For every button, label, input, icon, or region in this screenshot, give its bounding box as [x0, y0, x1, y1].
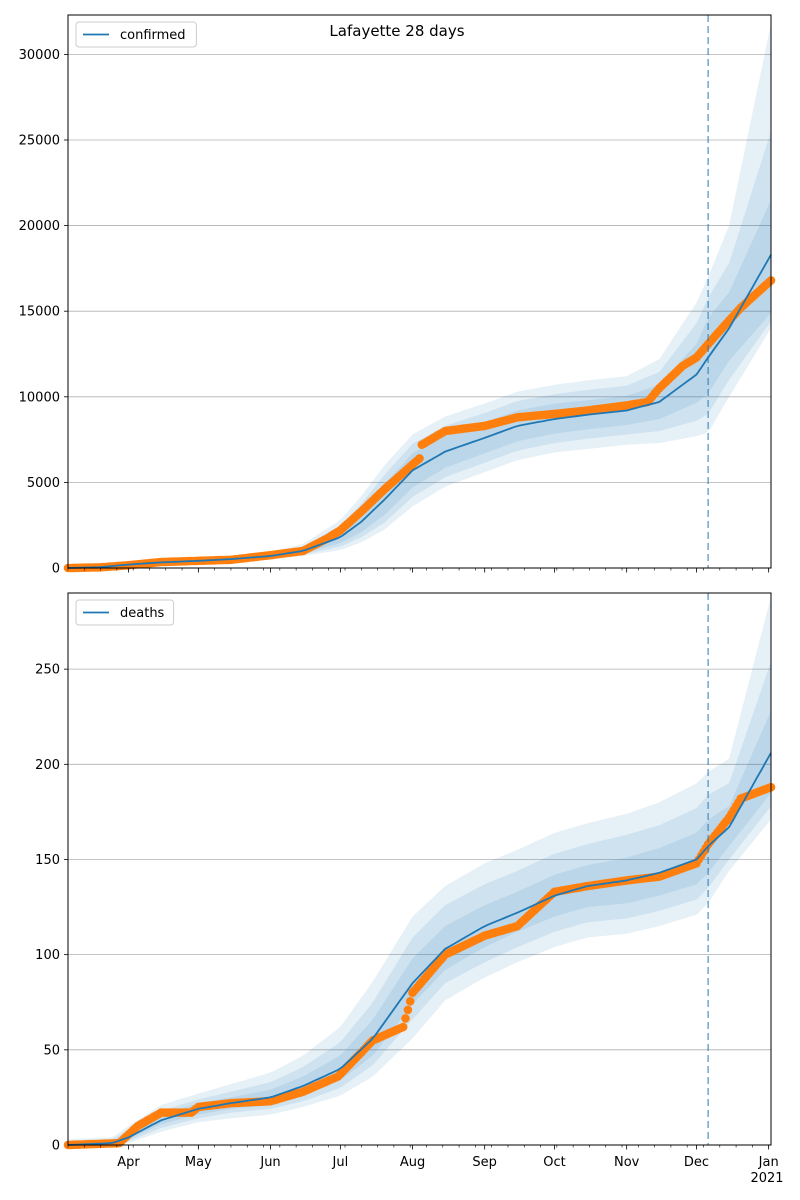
y-tick-label: 30000 — [19, 48, 60, 63]
model-line — [67, 752, 772, 1146]
y-tick-label: 0 — [52, 562, 60, 577]
uncertainty-band — [68, 131, 771, 568]
y-tick-label: 10000 — [19, 390, 60, 405]
legend-box — [75, 21, 197, 48]
x-tick-label: Jul — [332, 1155, 349, 1170]
uncertainty-band — [68, 23, 771, 569]
y-tick-label: 100 — [35, 948, 60, 963]
model-line — [67, 254, 772, 569]
axes-frame — [67, 14, 772, 569]
figure-title: Lafayette 28 days — [329, 22, 464, 40]
y-tick-label: 25000 — [19, 133, 60, 148]
legend-label: confirmed — [120, 28, 186, 43]
x-tick-label: Aug — [400, 1155, 425, 1170]
axes-frame — [67, 592, 772, 1146]
deaths-panel: 0 50 100 150 200 250 Apr May Jun Jul Aug Sep Oct Nov D… — [35, 592, 779, 1170]
x-tick-label: Sep — [472, 1155, 497, 1170]
x-tick-label: Jan — [758, 1155, 779, 1170]
legend: deaths — [75, 599, 175, 626]
x-tick-label: Apr — [117, 1155, 140, 1170]
y-tick-label: 150 — [35, 853, 60, 868]
y-tick-label: 20000 — [19, 219, 60, 234]
y-tick-label: 15000 — [19, 305, 60, 320]
y-tick-label: 0 — [52, 1139, 60, 1154]
x-tick-label: Nov — [614, 1155, 640, 1170]
legend-box — [75, 599, 175, 626]
uncertainty-band — [68, 596, 771, 1145]
observed-point — [398, 1022, 408, 1032]
uncertainty-band — [68, 661, 771, 1145]
x-tick-label: Oct — [543, 1155, 565, 1170]
y-tick-label: 200 — [35, 758, 60, 773]
x-tick-label: May — [185, 1155, 212, 1170]
x-tick-label: Dec — [684, 1155, 709, 1170]
y-tick-label: 5000 — [27, 476, 60, 491]
legend: confirmed — [75, 21, 197, 48]
confirmed-panel: 0 5000 10000 15000 20000 25000 30000 confirmed — [19, 14, 776, 577]
observed-point — [403, 1005, 413, 1015]
observed-point — [415, 454, 424, 463]
x-tick-label: Jun — [259, 1155, 280, 1170]
x-axis-year-label: 2021 — [750, 1171, 783, 1186]
y-tick-label: 250 — [35, 663, 60, 678]
observed-point — [401, 1014, 410, 1023]
observed-point — [405, 997, 415, 1006]
legend-label: deaths — [120, 606, 165, 621]
y-tick-label: 50 — [43, 1043, 60, 1058]
